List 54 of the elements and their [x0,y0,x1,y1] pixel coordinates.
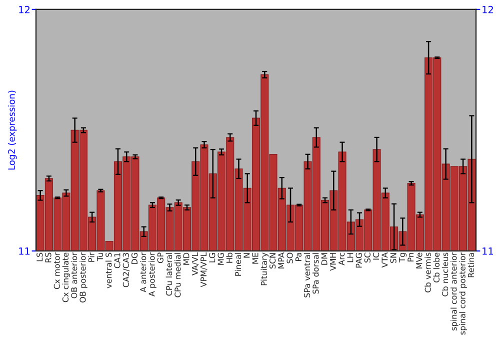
x-tick-label: RS [45,252,52,262]
x-tick-label: Cb nucleus [442,252,448,296]
x-tick-label: Tu [97,253,104,262]
x-tick-label: SN [390,253,396,263]
y2-tick-label: 12 [482,6,493,14]
x-tick-label: N [244,253,250,258]
x-tick-label: Hb [226,252,232,263]
x-tick-label: SO [286,252,293,264]
x-tick-label: Pa [295,253,302,261]
x-tick-label: DM [321,253,328,265]
x-tick-label: Pineal [234,253,242,276]
x-tick-label: A posterior [148,252,156,296]
x-tick-label: SPa ventral [304,253,310,298]
x-tick-label: ventral S [105,252,112,288]
x-tick-label: Pituitary [260,252,269,286]
x-tick-label: SC [364,252,370,263]
x-tick-label: Tg [399,253,407,262]
x-tick-label: spinal cord anterior [450,252,458,330]
y2-tick-label: 11 [482,248,494,255]
x-tick-label: Retina [468,253,474,278]
x-tick-label: CPu medial [174,253,181,298]
y-axis-title: Log2 (expression) [8,90,17,170]
x-tick-label: VTA [382,252,388,268]
x-tick-label: MD [183,252,190,265]
x-tick-label: SCN [270,253,276,269]
x-tick-label: LS [36,252,43,262]
x-tick-label: OB anterior [70,252,78,298]
x-tick-label: SPa dorsal [312,253,319,294]
x-tick-label: spinal cord posterior [459,252,467,335]
x-tick-label: Cb lobe [433,252,440,282]
x-tick-label: Cx cingulate [62,252,70,302]
x-tick-label: Cx motor [54,252,60,290]
x-tick-label: Cb vermis [424,252,431,292]
x-tick-label: IC [373,252,380,260]
x-tick-label: OB posterior [80,252,88,302]
x-tick-label: CPu lateral [166,253,172,296]
x-tick-label: MPA [278,252,284,268]
x-tick-label: VPM/VPL [200,252,208,288]
x-tick-label: A anterior [140,252,146,292]
x-tick-label: Arc [338,252,345,266]
x-tick-label: Pir [88,252,94,262]
x-tick-label: GP [157,252,164,263]
x-tick-label: ME [252,252,258,264]
x-tick-label: LG [209,253,216,262]
x-tick-label: MG [218,253,224,265]
x-tick-label: LH [347,253,354,262]
x-tick-label: VA/VL [192,252,199,276]
x-tick-label: VMH [330,253,336,271]
x-tick-label: CA2/CA3 [122,252,130,288]
x-tick-label: DG [131,253,138,264]
x-tick-label: MVe [416,252,422,268]
x-tick-label: Pn [408,253,414,262]
x-tick-label: PAG [356,253,362,268]
x-tick-label: CA1 [114,253,120,268]
